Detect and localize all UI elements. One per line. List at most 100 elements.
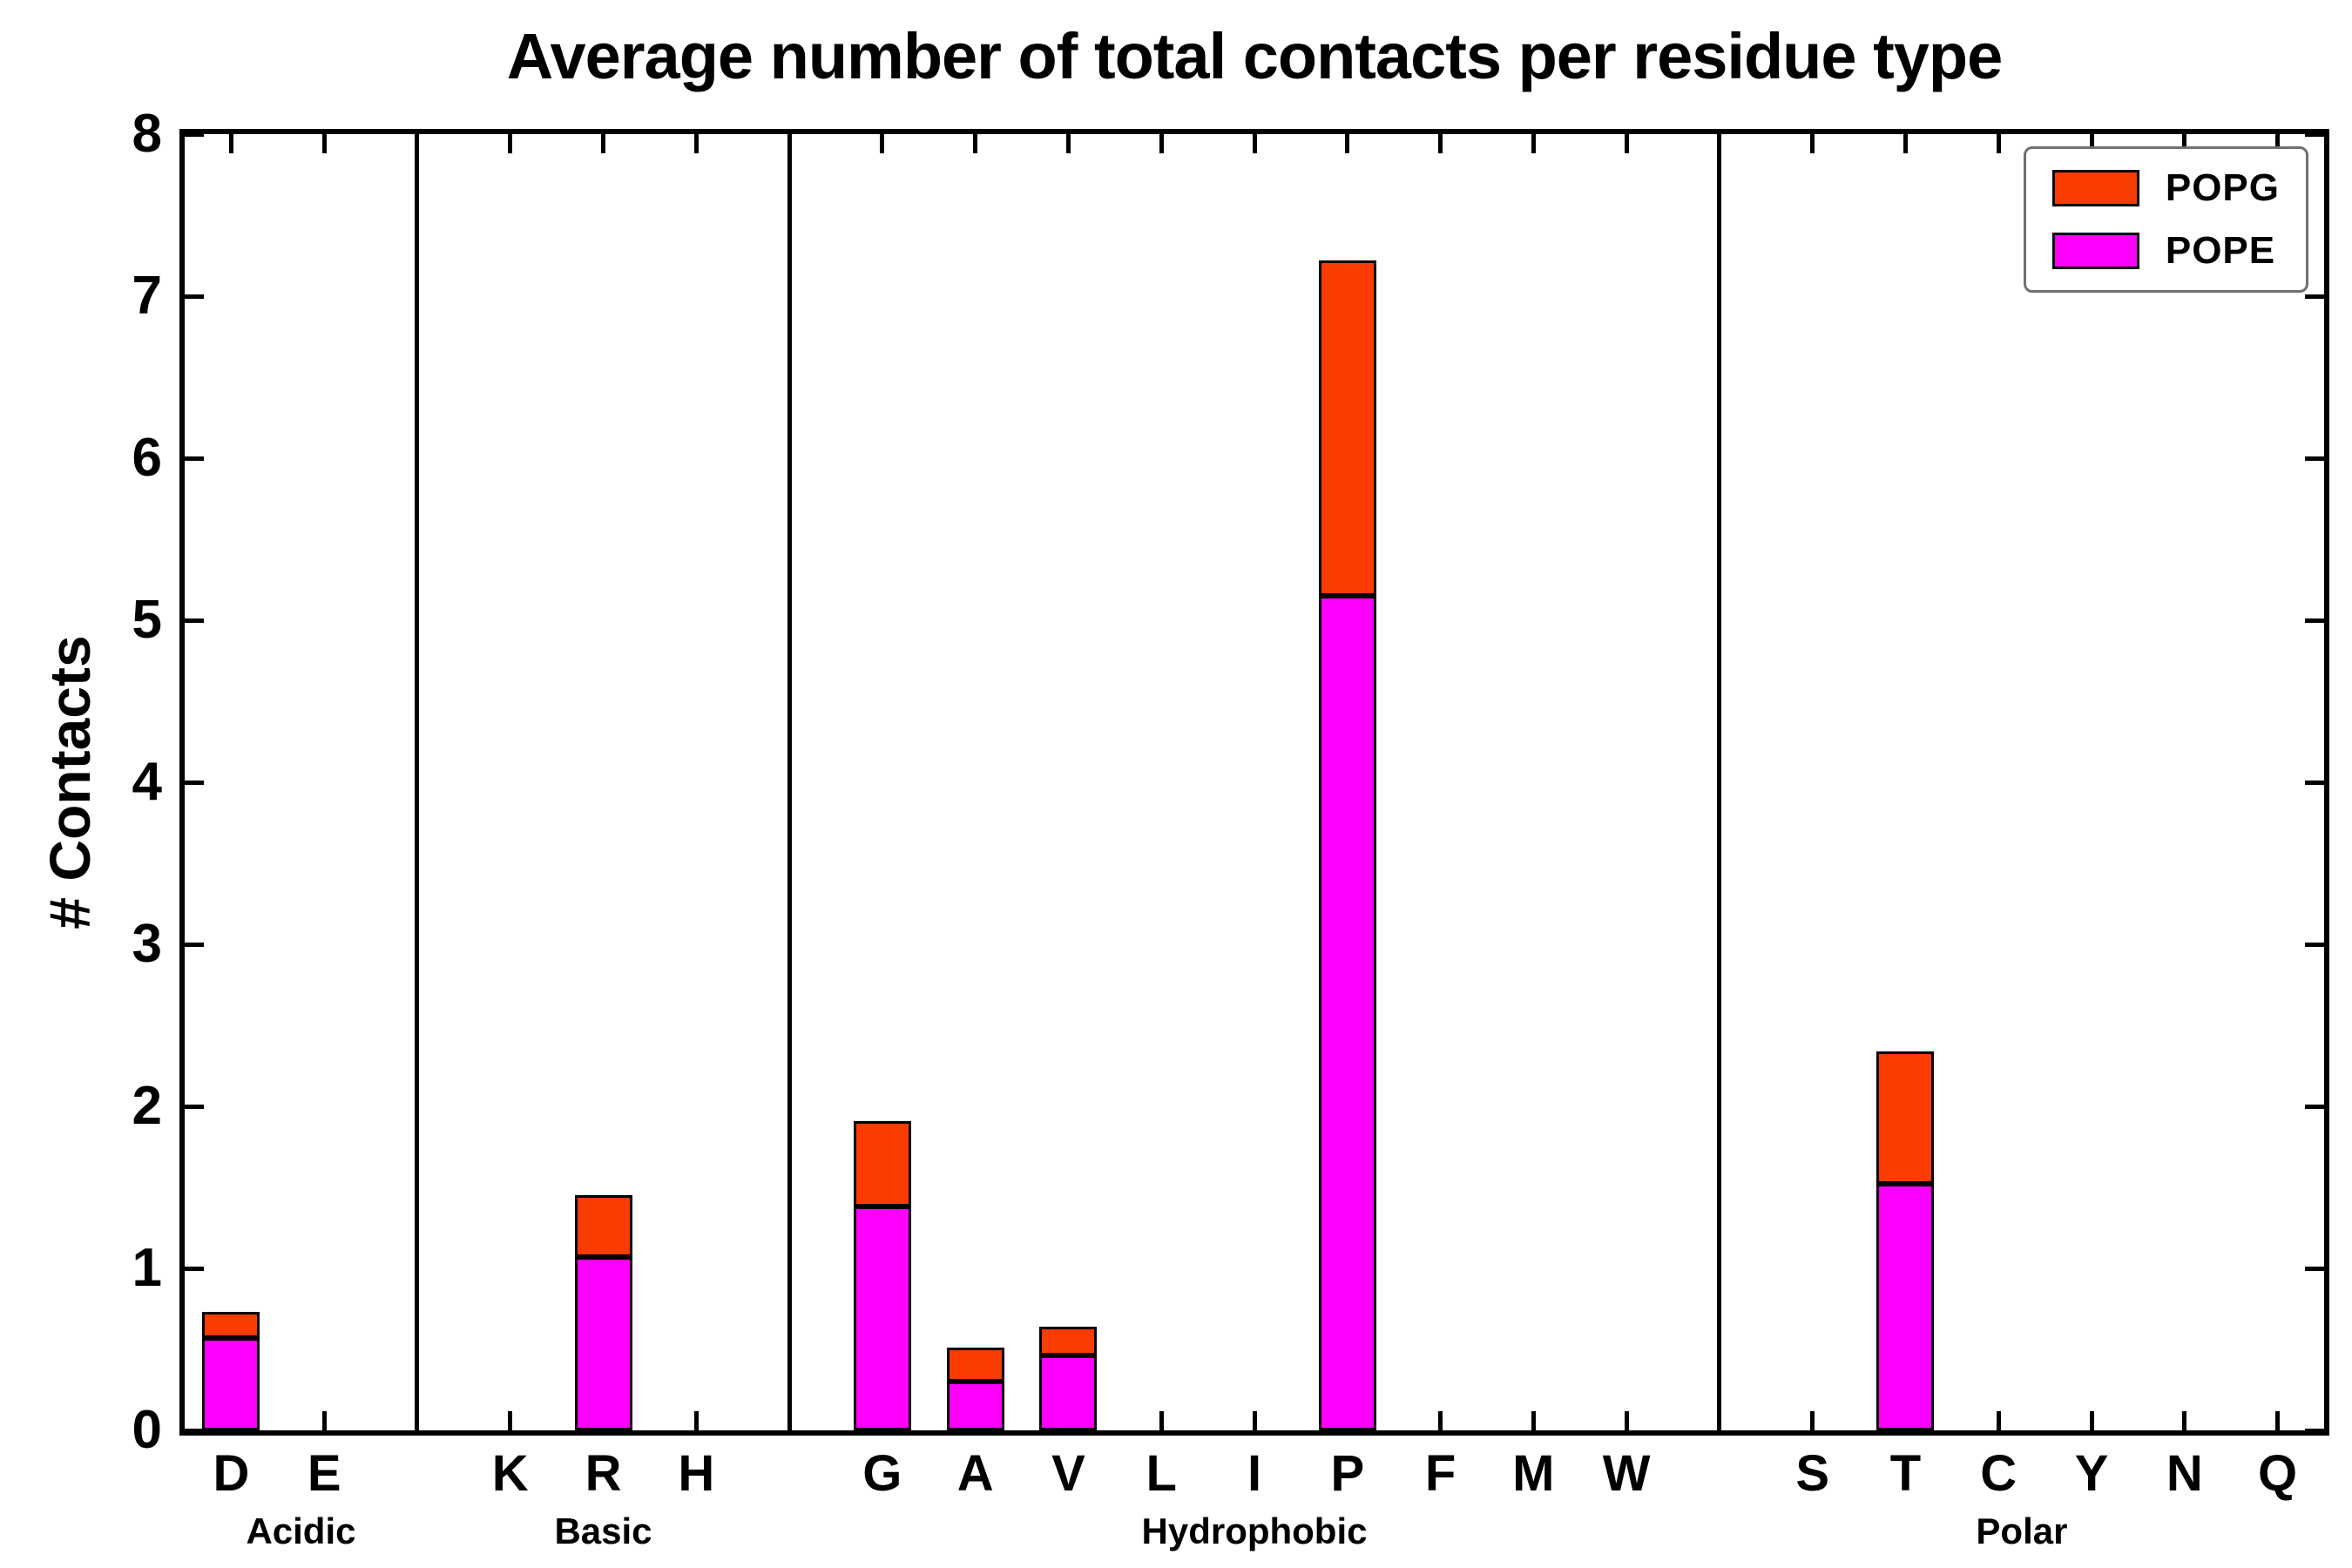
bar-segment-popg-G — [853, 1120, 911, 1207]
group-divider — [415, 134, 420, 1430]
y-tick-left — [185, 294, 204, 299]
x-tick-top — [1996, 134, 2001, 153]
x-tick-label-G: G — [862, 1445, 902, 1502]
y-tick-right — [2305, 294, 2324, 299]
x-tick-top — [601, 134, 606, 153]
y-tick-label-7: 7 — [132, 266, 162, 326]
x-tick-label-P: P — [1330, 1445, 1365, 1502]
x-tick-bottom — [1810, 1411, 1815, 1430]
bar-segment-pope-A — [946, 1382, 1004, 1430]
x-tick-label-H: H — [678, 1445, 715, 1502]
legend-label-pope: POPE — [2165, 229, 2276, 272]
x-tick-top — [1531, 134, 1536, 153]
x-tick-top — [2182, 134, 2187, 153]
plot-area: POPG POPE — [179, 129, 2329, 1436]
x-tick-bottom — [693, 1411, 699, 1430]
y-tick-right — [2305, 780, 2324, 785]
bar-segment-pope-D — [202, 1337, 260, 1430]
x-tick-label-N: N — [2166, 1445, 2203, 1502]
x-tick-label-Q: Q — [2258, 1445, 2298, 1502]
x-tick-label-S: S — [1795, 1445, 1830, 1502]
y-tick-label-2: 2 — [132, 1076, 162, 1136]
x-tick-label-C: C — [1980, 1445, 2017, 1502]
x-tick-top — [508, 134, 513, 153]
y-tick-left — [185, 1428, 204, 1433]
x-tick-label-A: A — [956, 1445, 994, 1502]
bar-segment-popg-A — [946, 1348, 1004, 1382]
x-tick-label-L: L — [1146, 1445, 1177, 1502]
x-tick-bottom — [1996, 1411, 2001, 1430]
x-tick-top — [228, 134, 233, 153]
x-tick-bottom — [1438, 1411, 1443, 1430]
x-tick-label-Y: Y — [2074, 1445, 2109, 1502]
x-tick-label-D: D — [213, 1445, 250, 1502]
y-tick-left — [185, 1104, 204, 1109]
y-tick-label-5: 5 — [132, 590, 162, 650]
x-tick-bottom — [2275, 1411, 2281, 1430]
legend-entry-pope: POPE — [2051, 229, 2280, 273]
x-tick-top — [2275, 134, 2281, 153]
x-tick-bottom — [1159, 1411, 1164, 1430]
y-tick-left — [185, 1266, 204, 1271]
y-tick-right — [2305, 1428, 2324, 1433]
y-tick-label-8: 8 — [132, 104, 162, 164]
bar-segment-popg-R — [574, 1195, 632, 1257]
group-divider — [787, 134, 792, 1430]
legend-swatch-popg — [2051, 170, 2139, 206]
legend-swatch-pope — [2051, 233, 2139, 269]
y-tick-right — [2305, 1266, 2324, 1271]
y-tick-right — [2305, 618, 2324, 623]
x-tick-top — [1159, 134, 1164, 153]
bar-segment-pope-R — [574, 1256, 632, 1430]
group-label-acidic: Acidic — [246, 1511, 356, 1551]
x-tick-label-I: I — [1247, 1445, 1262, 1502]
x-tick-label-M: M — [1512, 1445, 1555, 1502]
y-tick-right — [2305, 1104, 2324, 1109]
legend: POPG POPE — [2023, 146, 2308, 293]
x-tick-label-K: K — [491, 1445, 529, 1502]
x-tick-top — [973, 134, 978, 153]
x-tick-top — [2089, 134, 2094, 153]
x-tick-top — [1438, 134, 1443, 153]
x-tick-top — [321, 134, 327, 153]
x-tick-label-V: V — [1051, 1445, 1085, 1502]
x-tick-top — [1810, 134, 1815, 153]
x-tick-bottom — [508, 1411, 513, 1430]
bar-segment-pope-V — [1039, 1355, 1098, 1430]
x-tick-label-T: T — [1889, 1445, 1922, 1502]
group-label-hydrophobic: Hydrophobic — [1141, 1511, 1368, 1551]
x-tick-top — [693, 134, 699, 153]
y-tick-label-6: 6 — [132, 428, 162, 488]
y-tick-left — [185, 780, 204, 785]
x-tick-top — [1903, 134, 1908, 153]
y-tick-left — [185, 618, 204, 623]
y-tick-right — [2305, 456, 2324, 461]
y-tick-label-0: 0 — [132, 1400, 162, 1460]
x-tick-label-R: R — [585, 1445, 622, 1502]
x-tick-label-W: W — [1602, 1445, 1651, 1502]
legend-label-popg: POPG — [2165, 166, 2280, 209]
y-tick-label-3: 3 — [132, 914, 162, 974]
x-tick-top — [1624, 134, 1629, 153]
bar-segment-popg-P — [1318, 260, 1376, 597]
bar-segment-popg-D — [202, 1312, 260, 1338]
x-tick-bottom — [1252, 1411, 1257, 1430]
x-tick-bottom — [321, 1411, 327, 1430]
bar-segment-pope-G — [853, 1206, 911, 1430]
chart-title: Average number of total contacts per res… — [506, 20, 2004, 92]
y-tick-right — [2305, 942, 2324, 947]
x-tick-top — [1065, 134, 1071, 153]
x-tick-bottom — [1624, 1411, 1629, 1430]
y-tick-left — [185, 456, 204, 461]
group-label-polar: Polar — [1976, 1511, 2068, 1551]
y-tick-left — [185, 132, 204, 137]
bar-segment-popg-V — [1039, 1326, 1098, 1356]
bar-segment-pope-T — [1876, 1184, 1935, 1430]
x-tick-bottom — [2182, 1411, 2187, 1430]
bar-segment-pope-P — [1318, 596, 1376, 1430]
bar-segment-popg-T — [1876, 1051, 1935, 1185]
legend-entry-popg: POPG — [2051, 166, 2280, 210]
x-tick-top — [1252, 134, 1257, 153]
x-tick-label-E: E — [307, 1445, 341, 1502]
